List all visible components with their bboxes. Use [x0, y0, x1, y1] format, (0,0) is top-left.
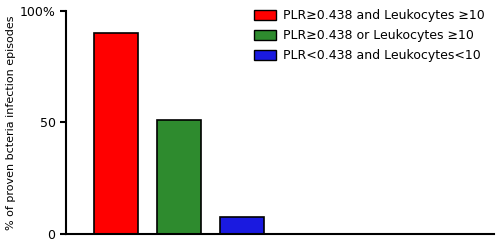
Legend: PLR≥0.438 and Leukocytes ≥10, PLR≥0.438 or Leukocytes ≥10, PLR<0.438 and Leukocy: PLR≥0.438 and Leukocytes ≥10, PLR≥0.438 … [250, 6, 488, 66]
Bar [94, 33, 138, 234]
Bar [220, 217, 264, 234]
Y-axis label: % of proven bcteria infection episodes: % of proven bcteria infection episodes [6, 15, 16, 230]
Bar [158, 120, 202, 234]
